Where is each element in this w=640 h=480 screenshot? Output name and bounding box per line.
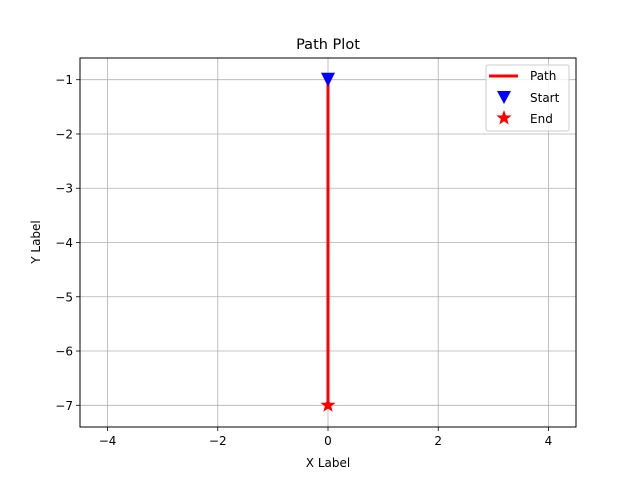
legend-end-swatch xyxy=(496,110,512,125)
x-axis-label: X Label xyxy=(306,456,350,470)
x-tick-label: −2 xyxy=(209,434,227,448)
end-marker xyxy=(320,397,336,412)
legend-path-label: Path xyxy=(530,69,556,83)
legend-start-label: Start xyxy=(530,91,560,105)
y-axis-label: Y Label xyxy=(29,220,43,265)
x-tick-label: 4 xyxy=(545,434,553,448)
legend-end-label: End xyxy=(530,112,553,126)
plot-data xyxy=(320,72,336,412)
chart-title: Path Plot xyxy=(296,37,360,53)
y-tick-label: −2 xyxy=(55,127,73,141)
y-tick-label: −4 xyxy=(55,236,73,250)
x-tick-label: 0 xyxy=(324,434,332,448)
x-tick-label: −4 xyxy=(99,434,117,448)
y-tick-label: −5 xyxy=(55,290,73,304)
start-marker xyxy=(321,72,335,87)
y-tick-label: −3 xyxy=(55,182,73,196)
y-tick-label: −6 xyxy=(55,345,73,359)
legend: Path Start End xyxy=(485,64,570,132)
legend-start-swatch xyxy=(497,91,511,104)
y-tick-label: −7 xyxy=(55,399,73,413)
x-tick-label: 2 xyxy=(434,434,442,448)
axis-ticks: −4 −2 0 2 4 −1 −2 −3 −4 −5 −6 −7 xyxy=(55,73,552,448)
y-tick-label: −1 xyxy=(55,73,73,87)
legend-box xyxy=(485,64,570,132)
